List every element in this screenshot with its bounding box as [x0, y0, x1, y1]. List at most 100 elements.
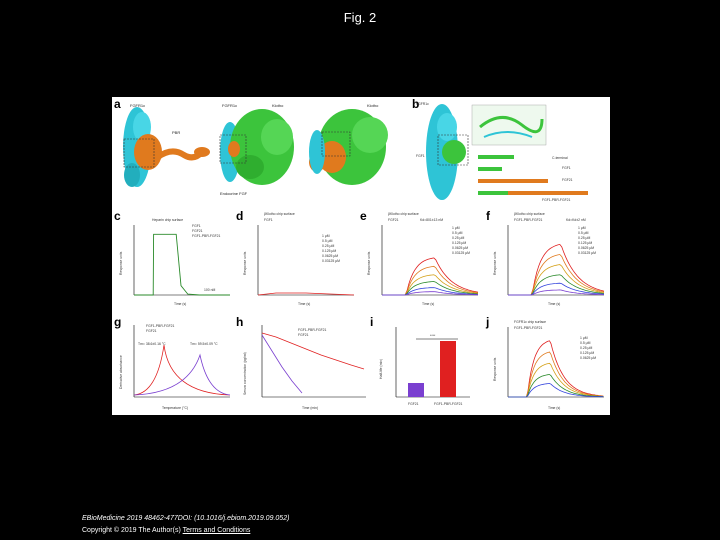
- g-ylabel: Derivative absorbance: [119, 355, 123, 389]
- i-bar-fgf21: [408, 383, 424, 397]
- e-legend-5: 0.0625 μM: [452, 246, 468, 250]
- fgf1-structure-b: [442, 140, 466, 164]
- g-curve-chimera: [133, 344, 231, 396]
- g-legend-2: FGF21: [146, 329, 157, 333]
- f-subtitle: βKlotho chip surface: [514, 212, 545, 216]
- page-title: Fig. 2: [343, 10, 377, 25]
- d-legend-1: 1 μM: [322, 234, 330, 238]
- label-a-pbr: PBR: [172, 130, 180, 135]
- f-ylabel: Response units: [493, 251, 497, 275]
- e-legend-2: 0.5 μM: [452, 231, 463, 235]
- i-sig: ****: [430, 334, 436, 338]
- g-tm2: Tm= 59.5±0.09 °C: [190, 342, 218, 346]
- f-legend-6: 0.03125 μM: [578, 251, 596, 255]
- e-curves: [382, 257, 479, 296]
- label-b-fgf21: FGF21: [562, 178, 573, 182]
- e-kd: Kd=801±13 nM: [420, 218, 443, 222]
- c-series-line: [134, 233, 230, 296]
- panel-d-chart: βKlotho chip surface FGF1 1 μM 0.5 μM 0.…: [243, 212, 355, 306]
- j-xlabel: Time (s): [548, 406, 560, 410]
- panel-letter-b: b: [412, 97, 420, 111]
- f-curves: [508, 243, 605, 296]
- copyright-text: Copyright © 2019 The Author(s): [82, 527, 181, 534]
- e-series-tag: FGF21: [388, 218, 399, 222]
- f-curves-series-6: [508, 289, 604, 296]
- panel-letter-i: i: [370, 315, 374, 329]
- panel-b-structure: FGFR1c FGF1 FGF1 FGF21 FGF1-PBR-FGF21 C-…: [416, 102, 588, 202]
- panel-letter-f: f: [486, 209, 490, 223]
- f-legend: 1 μM 0.5 μM 0.25 μM 0.125 μM 0.0625 μM 0…: [578, 226, 596, 255]
- label-a-endocrine-fgf: Endocrine FGF: [220, 191, 248, 196]
- e-legend-4: 0.125 μM: [452, 241, 466, 245]
- g-xlabel: Temperature (°C): [162, 406, 188, 410]
- h-curve-chimera: [261, 332, 365, 370]
- copyright-line: Copyright © 2019 The Author(s) Terms and…: [82, 527, 250, 534]
- klotho-structure-1: [230, 109, 294, 185]
- panel-j-chart: FGFR1c chip surface FGF1-PBR-FGF21 1 μM …: [493, 320, 604, 410]
- f-series-tag: FGF1-PBR-FGF21: [514, 218, 543, 222]
- label-a-fgfr1c-2: FGFR1c: [222, 103, 237, 108]
- j-ylabel: Response units: [493, 357, 497, 381]
- construct-schematic: [478, 155, 588, 195]
- label-b-fgf1-a: FGF1: [416, 154, 425, 158]
- f-legend-1: 1 μM: [578, 226, 586, 230]
- panel-letter-g: g: [114, 315, 122, 329]
- j-legend: 1 μM 0.5 μM 0.25 μM 0.125 μM 0.0625 μM: [580, 336, 596, 360]
- f-curves-series-2: [508, 254, 605, 296]
- panel-letter-e: e: [360, 209, 367, 223]
- c-xlabel: Time (s): [174, 302, 186, 306]
- panel-i-chart: **** FGF21 FGF1-PBR-FGF21 Half-life (min…: [379, 327, 470, 406]
- e-ylabel: Response units: [367, 251, 371, 275]
- panel-e-chart: βKlotho chip surface FGF21 Kd=801±13 nM …: [367, 212, 479, 306]
- j-subtitle: FGFR1c chip surface: [514, 320, 546, 324]
- label-a-fgfr1c-1: FGFR1c: [130, 103, 145, 108]
- e-legend-3: 0.25 μM: [452, 236, 464, 240]
- j-legend-1: 1 μM: [580, 336, 588, 340]
- e-legend-1: 1 μM: [452, 226, 460, 230]
- d-legend-2: 0.5 μM: [322, 239, 333, 243]
- d-xlabel: Time (s): [298, 302, 310, 306]
- i-ylabel: Half-life (min): [379, 359, 383, 379]
- f-legend-3: 0.25 μM: [578, 236, 590, 240]
- e-legend-6: 0.03125 μM: [452, 251, 470, 255]
- e-curves-series-2: [382, 265, 479, 296]
- h-xlabel: Time (min): [302, 406, 318, 410]
- i-cat-1: FGF21: [408, 402, 419, 406]
- f-legend-5: 0.0625 μM: [578, 246, 594, 250]
- i-cat-2: FGF1-PBR-FGF21: [434, 402, 463, 406]
- label-a-klotho-2: Klotho: [367, 103, 379, 108]
- h-ylabel: Serum concentration (pg/ml): [243, 352, 247, 395]
- j-legend-5: 0.0625 μM: [580, 356, 596, 360]
- g-legend-1: FGF1-PBR-FGF21: [146, 324, 175, 328]
- panel-letter-j: j: [486, 315, 490, 329]
- label-b-cterminal: C-terminal: [552, 156, 568, 160]
- e-subtitle: βKlotho chip surface: [388, 212, 419, 216]
- label-b-fgfr1c: FGFR1c: [416, 102, 429, 106]
- f-legend-4: 0.125 μM: [578, 241, 592, 245]
- e-legend: 1 μM 0.5 μM 0.25 μM 0.125 μM 0.0625 μM 0…: [452, 226, 470, 255]
- orange-ligand-left: [134, 134, 210, 170]
- j-curves-series-5: [508, 383, 604, 398]
- citation-text: EBioMedicine 2019 48462-477DOI: (10.1016…: [82, 515, 290, 522]
- g-tm1: Tm= 38.6±0.16 °C: [138, 342, 166, 346]
- terms-link[interactable]: Terms and Conditions: [182, 527, 251, 534]
- panel-c-chart: Heparin chip surface FGF1 FGF21 FGF1-PBR…: [119, 218, 230, 306]
- label-a-klotho-1: Klotho: [272, 103, 284, 108]
- c-legend-3: FGF1-PBR-FGF21: [192, 234, 221, 238]
- panel-f-chart: βKlotho chip surface FGF1-PBR-FGF21 Kd=K…: [493, 212, 605, 306]
- c-legend-2: FGF21: [192, 229, 203, 233]
- d-subtitle: βKlotho chip surface: [264, 212, 295, 216]
- panel-h-chart: FGF1-PBR-FGF21 FGF21 Time (min) Serum co…: [243, 325, 366, 410]
- h-curve-fgf21: [261, 334, 303, 394]
- label-b-fgf1-b: FGF1: [562, 166, 571, 170]
- d-legend-6: 0.03125 μM: [322, 259, 340, 263]
- i-bar-chimera: [440, 341, 456, 397]
- j-curves-series-3: [508, 362, 604, 398]
- j-legend-4: 0.125 μM: [580, 351, 594, 355]
- panel-letter-h: h: [236, 315, 244, 329]
- panel-letter-a: a: [114, 97, 121, 111]
- h-legend-2: FGF21: [298, 333, 309, 337]
- label-b-chimera: FGF1-PBR-FGF21: [542, 198, 571, 202]
- panel-letter-c: c: [114, 209, 121, 223]
- d-series-line: [257, 292, 355, 296]
